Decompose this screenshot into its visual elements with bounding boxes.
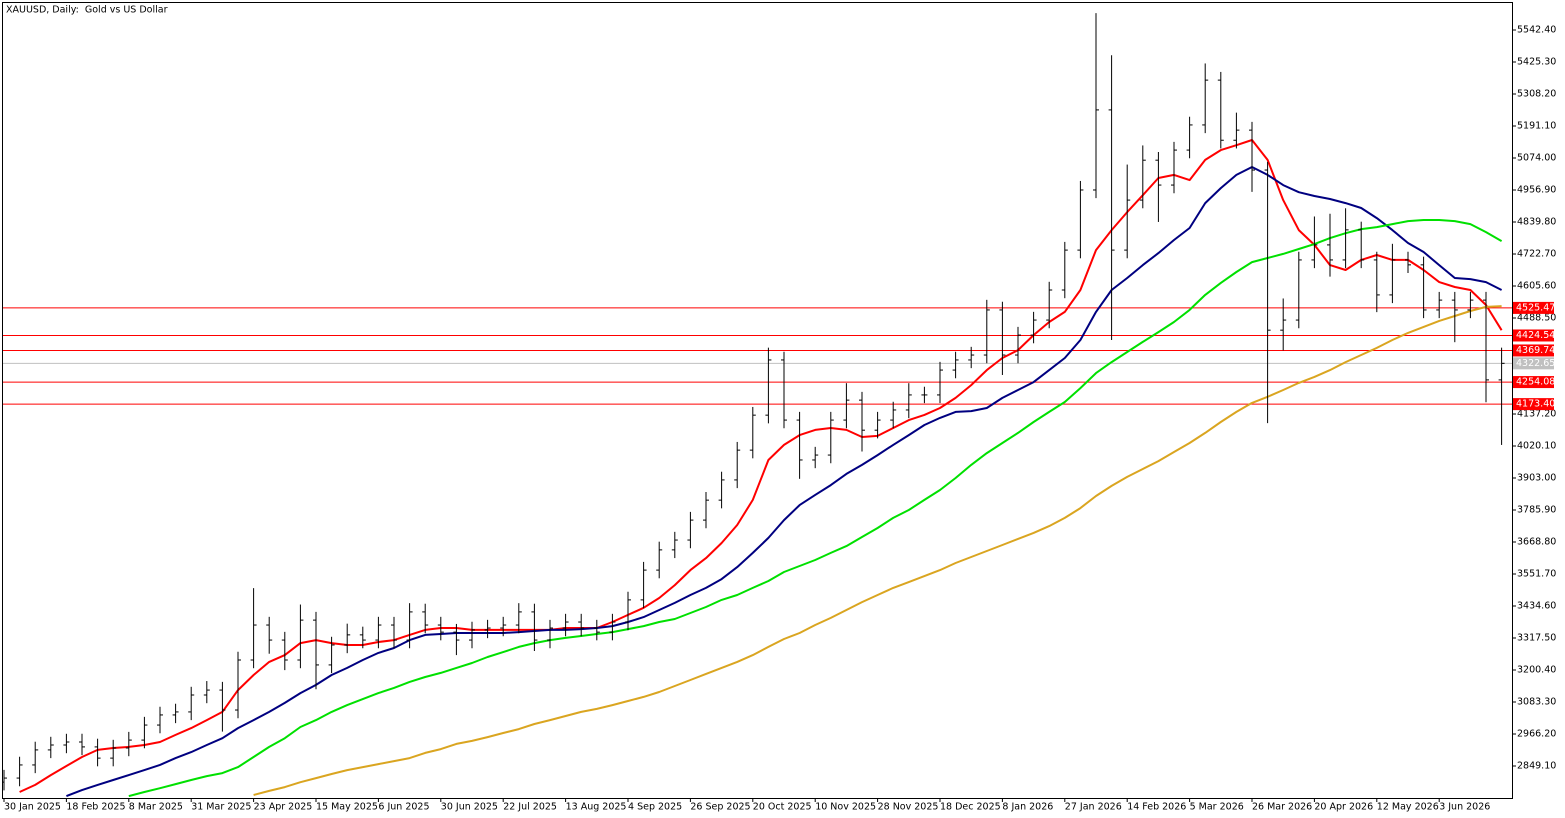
y-tick-label: 4488.50: [1517, 313, 1556, 324]
y-tick-label: 4137.20: [1517, 409, 1556, 420]
price-label-box: [1513, 398, 1554, 411]
y-tick-label: 4956.90: [1517, 185, 1556, 196]
x-tick-label: 22 Jul 2025: [503, 802, 557, 813]
chart-title: XAUUSD, Daily: Gold vs US Dollar: [6, 5, 168, 16]
moving-average-line: [19, 139, 1503, 793]
y-tick-label: 5425.30: [1517, 57, 1556, 68]
moving-average-line: [128, 219, 1503, 797]
x-tick-label: 23 Apr 2025: [254, 802, 313, 813]
x-tick-label: 26 Mar 2026: [1252, 802, 1312, 813]
x-tick-label: 14 Feb 2026: [1127, 802, 1186, 813]
price-label-box: [1513, 329, 1554, 342]
y-tick-label: 4605.60: [1517, 281, 1556, 292]
x-tick-label: 30 Jun 2025: [441, 802, 498, 813]
y-tick-label: 5191.10: [1517, 121, 1556, 132]
y-tick-label: 2966.20: [1517, 729, 1556, 740]
y-tick-label: 3317.50: [1517, 633, 1556, 644]
y-tick-label: 2849.10: [1517, 761, 1556, 772]
x-tick-label: 8 Jan 2026: [1002, 802, 1053, 813]
plot-frame: [2, 2, 1513, 799]
y-tick-label: 3083.30: [1517, 697, 1556, 708]
y-tick-label: 4722.70: [1517, 249, 1556, 260]
x-tick-label: 12 May 2026: [1377, 802, 1439, 813]
x-tick-label: 10 Nov 2025: [815, 802, 876, 813]
price-label: 4525.47: [1516, 302, 1555, 313]
y-tick-label: 5542.40: [1517, 24, 1556, 35]
x-tick-label: 6 Jun 2025: [378, 802, 429, 813]
x-tick-label: 13 Aug 2025: [566, 802, 627, 813]
levels: [3, 307, 1512, 405]
price-label: 4322.65: [1516, 358, 1555, 369]
x-tick-label: 4 Sep 2025: [628, 802, 682, 813]
y-tick-label: 3785.90: [1517, 505, 1556, 516]
y-tick-label: 3551.70: [1517, 569, 1556, 580]
x-tick-label: 20 Oct 2025: [753, 802, 812, 813]
y-tick-label: 3200.40: [1517, 665, 1556, 676]
x-tick-label: 18 Dec 2025: [940, 802, 1001, 813]
y-tick-label: 5308.20: [1517, 89, 1556, 100]
x-tick-label: 15 May 2025: [316, 802, 378, 813]
x-tick-label: 28 Nov 2025: [878, 802, 939, 813]
price-label-box: [1513, 301, 1554, 314]
y-tick-label: 4020.10: [1517, 441, 1556, 452]
moving-averages: [19, 139, 1503, 797]
x-tick-label: 30 Jan 2025: [4, 802, 61, 813]
x-tick-label: 27 Jan 2026: [1065, 802, 1122, 813]
y-tick-label: 3668.80: [1517, 537, 1556, 548]
moving-average-line: [66, 166, 1503, 797]
x-tick-label: 31 Mar 2025: [191, 802, 251, 813]
moving-average-line: [253, 305, 1502, 796]
y-tick-label: 5074.00: [1517, 153, 1556, 164]
price-label: 4173.40: [1516, 399, 1555, 410]
price-label-box: [1513, 357, 1554, 370]
x-tick-label: 5 Mar 2026: [1190, 802, 1244, 813]
x-tick-label: 3 Jun 2026: [1439, 802, 1490, 813]
x-tick-label: 26 Sep 2025: [690, 802, 750, 813]
x-tick-label: 8 Mar 2025: [129, 802, 183, 813]
y-tick-label: 4839.80: [1517, 217, 1556, 228]
price-label: 4424.54: [1516, 330, 1555, 341]
x-tick-label: 18 Feb 2025: [66, 802, 125, 813]
price-label-box: [1513, 376, 1554, 389]
y-tick-label: 3903.00: [1517, 473, 1556, 484]
ohlc-bars: [3, 13, 1505, 791]
x-tick-label: 20 Apr 2026: [1314, 802, 1373, 813]
price-label-box: [1513, 344, 1554, 357]
y-tick-label: 3434.60: [1517, 601, 1556, 612]
price-label: 4254.08: [1516, 377, 1555, 388]
price-label: 4369.74: [1516, 345, 1555, 356]
